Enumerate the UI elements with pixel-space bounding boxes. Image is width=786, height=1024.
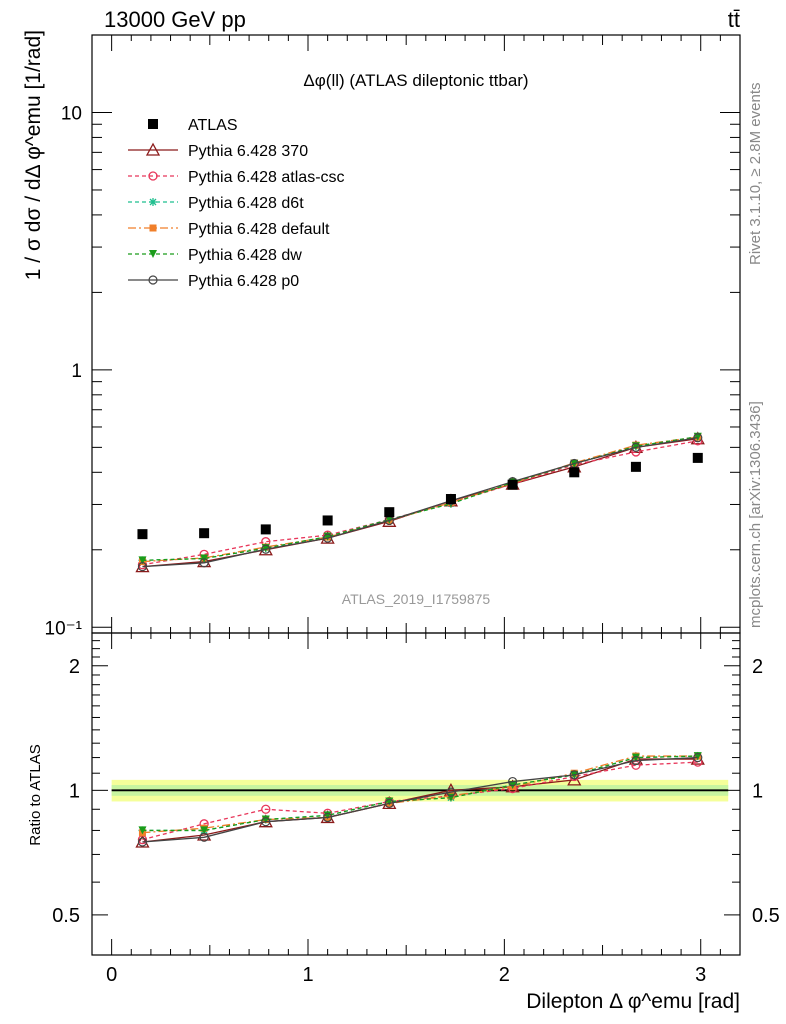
rivet-label: Rivet 3.1.10, ≥ 2.8M events [747,83,764,266]
atlas-data-point [445,494,456,505]
y-tick-label: 1 [69,780,80,802]
legend-marker [148,171,158,181]
data-point [137,562,148,572]
x-tick-label: 1 [302,964,313,986]
legend-marker [149,224,157,232]
series-line [142,436,698,563]
data-point [138,556,147,565]
ratio-data-point [446,787,456,797]
ratio-series [135,751,705,848]
legend-label: ATLAS [188,117,238,134]
ratio-data-point [137,837,148,847]
mcplots-label: mcplots.cern.ch [arXiv:1306.3436] [747,401,764,628]
atlas-data-point [692,452,703,463]
atlas-data-point [322,515,333,526]
process-label: tt̄ [728,7,740,32]
legend-marker [148,119,158,129]
series-line [142,437,698,568]
series-line [142,438,698,568]
y-tick-label: 10 [61,103,82,124]
legend-label: Pythia 6.428 p0 [188,273,299,290]
ratio-series-line [142,761,698,841]
atlas-data-point [569,467,580,478]
watermark: ATLAS_2019_I1759875 [342,591,491,607]
y-axis-label: 1 / σ dσ / dΔ φ^emu [1/rad] [22,30,45,280]
ratio-series-line [142,755,698,832]
atlas-data-point [384,507,395,518]
legend-marker [148,275,158,285]
data-point [693,433,703,443]
y-tick-label: 1 [752,780,763,802]
ratio-ticks: 0 1 2 3 0.5 0.5 1 1 2 2 [52,632,780,986]
ratio-y-axis-label: Ratio to ATLAS [27,744,44,845]
main-ticks: 10⁻¹ 1 10 [45,34,741,639]
legend-marker [149,198,157,206]
y-tick-label: 0.5 [752,905,780,927]
ratio-data-point [261,804,271,814]
ratio-data-point [569,770,579,780]
data-point [385,515,394,524]
ratio-data-point [631,755,641,766]
ratio-data-point [261,817,271,827]
y-tick-label: 1 [71,361,82,382]
data-point [261,544,271,554]
legend-label: Pythia 6.428 dw [188,247,302,264]
data-point [323,533,333,543]
atlas-data-point [199,528,210,539]
ratio-series-line [142,756,698,843]
y-tick-label: 2 [69,656,80,678]
series-line [142,440,698,566]
legend-marker [149,250,157,258]
plot-title: Δφ(ll) (ATLAS dileptonic ttbar) [303,71,528,90]
x-tick-label: 3 [695,964,706,986]
x-tick-label: 2 [499,964,510,986]
ratio-data-point [323,812,333,823]
ratio-data-point [693,752,703,763]
legend-marker [145,142,161,156]
ratio-data-point [199,832,209,842]
legend-label: Pythia 6.428 atlas-csc [188,169,345,186]
ratio-data-point [200,826,209,835]
ratio-frame [91,632,741,956]
data-point [199,558,209,568]
main-series [135,431,705,573]
atlas-data-point [507,479,518,490]
legend-label: Pythia 6.428 d6t [188,195,304,212]
y-tick-label: 2 [752,656,763,678]
atlas-data-point [137,529,148,540]
series-line [142,436,698,561]
ratio-data-point [631,753,640,762]
legend-label: Pythia 6.428 370 [188,143,308,160]
series-line [142,436,698,561]
atlas-data-point [630,461,641,472]
ratio-data-point [508,776,518,787]
legend: ATLAS Pythia 6.428 370 Pythia 6.428 atlas-… [128,117,345,290]
atlas-data-point [260,524,271,535]
ratio-panel: 0 1 2 3 0.5 0.5 1 1 2 2 Ratio to ATLAS Dilepton Δ… [27,632,780,1013]
y-tick-label: 0.5 [52,905,80,927]
x-tick-label: 0 [106,964,117,986]
ratio-data-point [138,826,147,835]
energy-label: 13000 GeV pp [104,7,246,32]
y-tick-label: 10⁻¹ [45,618,83,639]
ratio-series-line [142,755,698,834]
x-axis-label: Dilepton Δ φ^emu [rad] [526,990,740,1013]
legend-label: Pythia 6.428 default [188,221,330,238]
data-point [631,442,641,452]
ratio-data-point [384,798,394,808]
ratio-series-line [142,758,698,843]
